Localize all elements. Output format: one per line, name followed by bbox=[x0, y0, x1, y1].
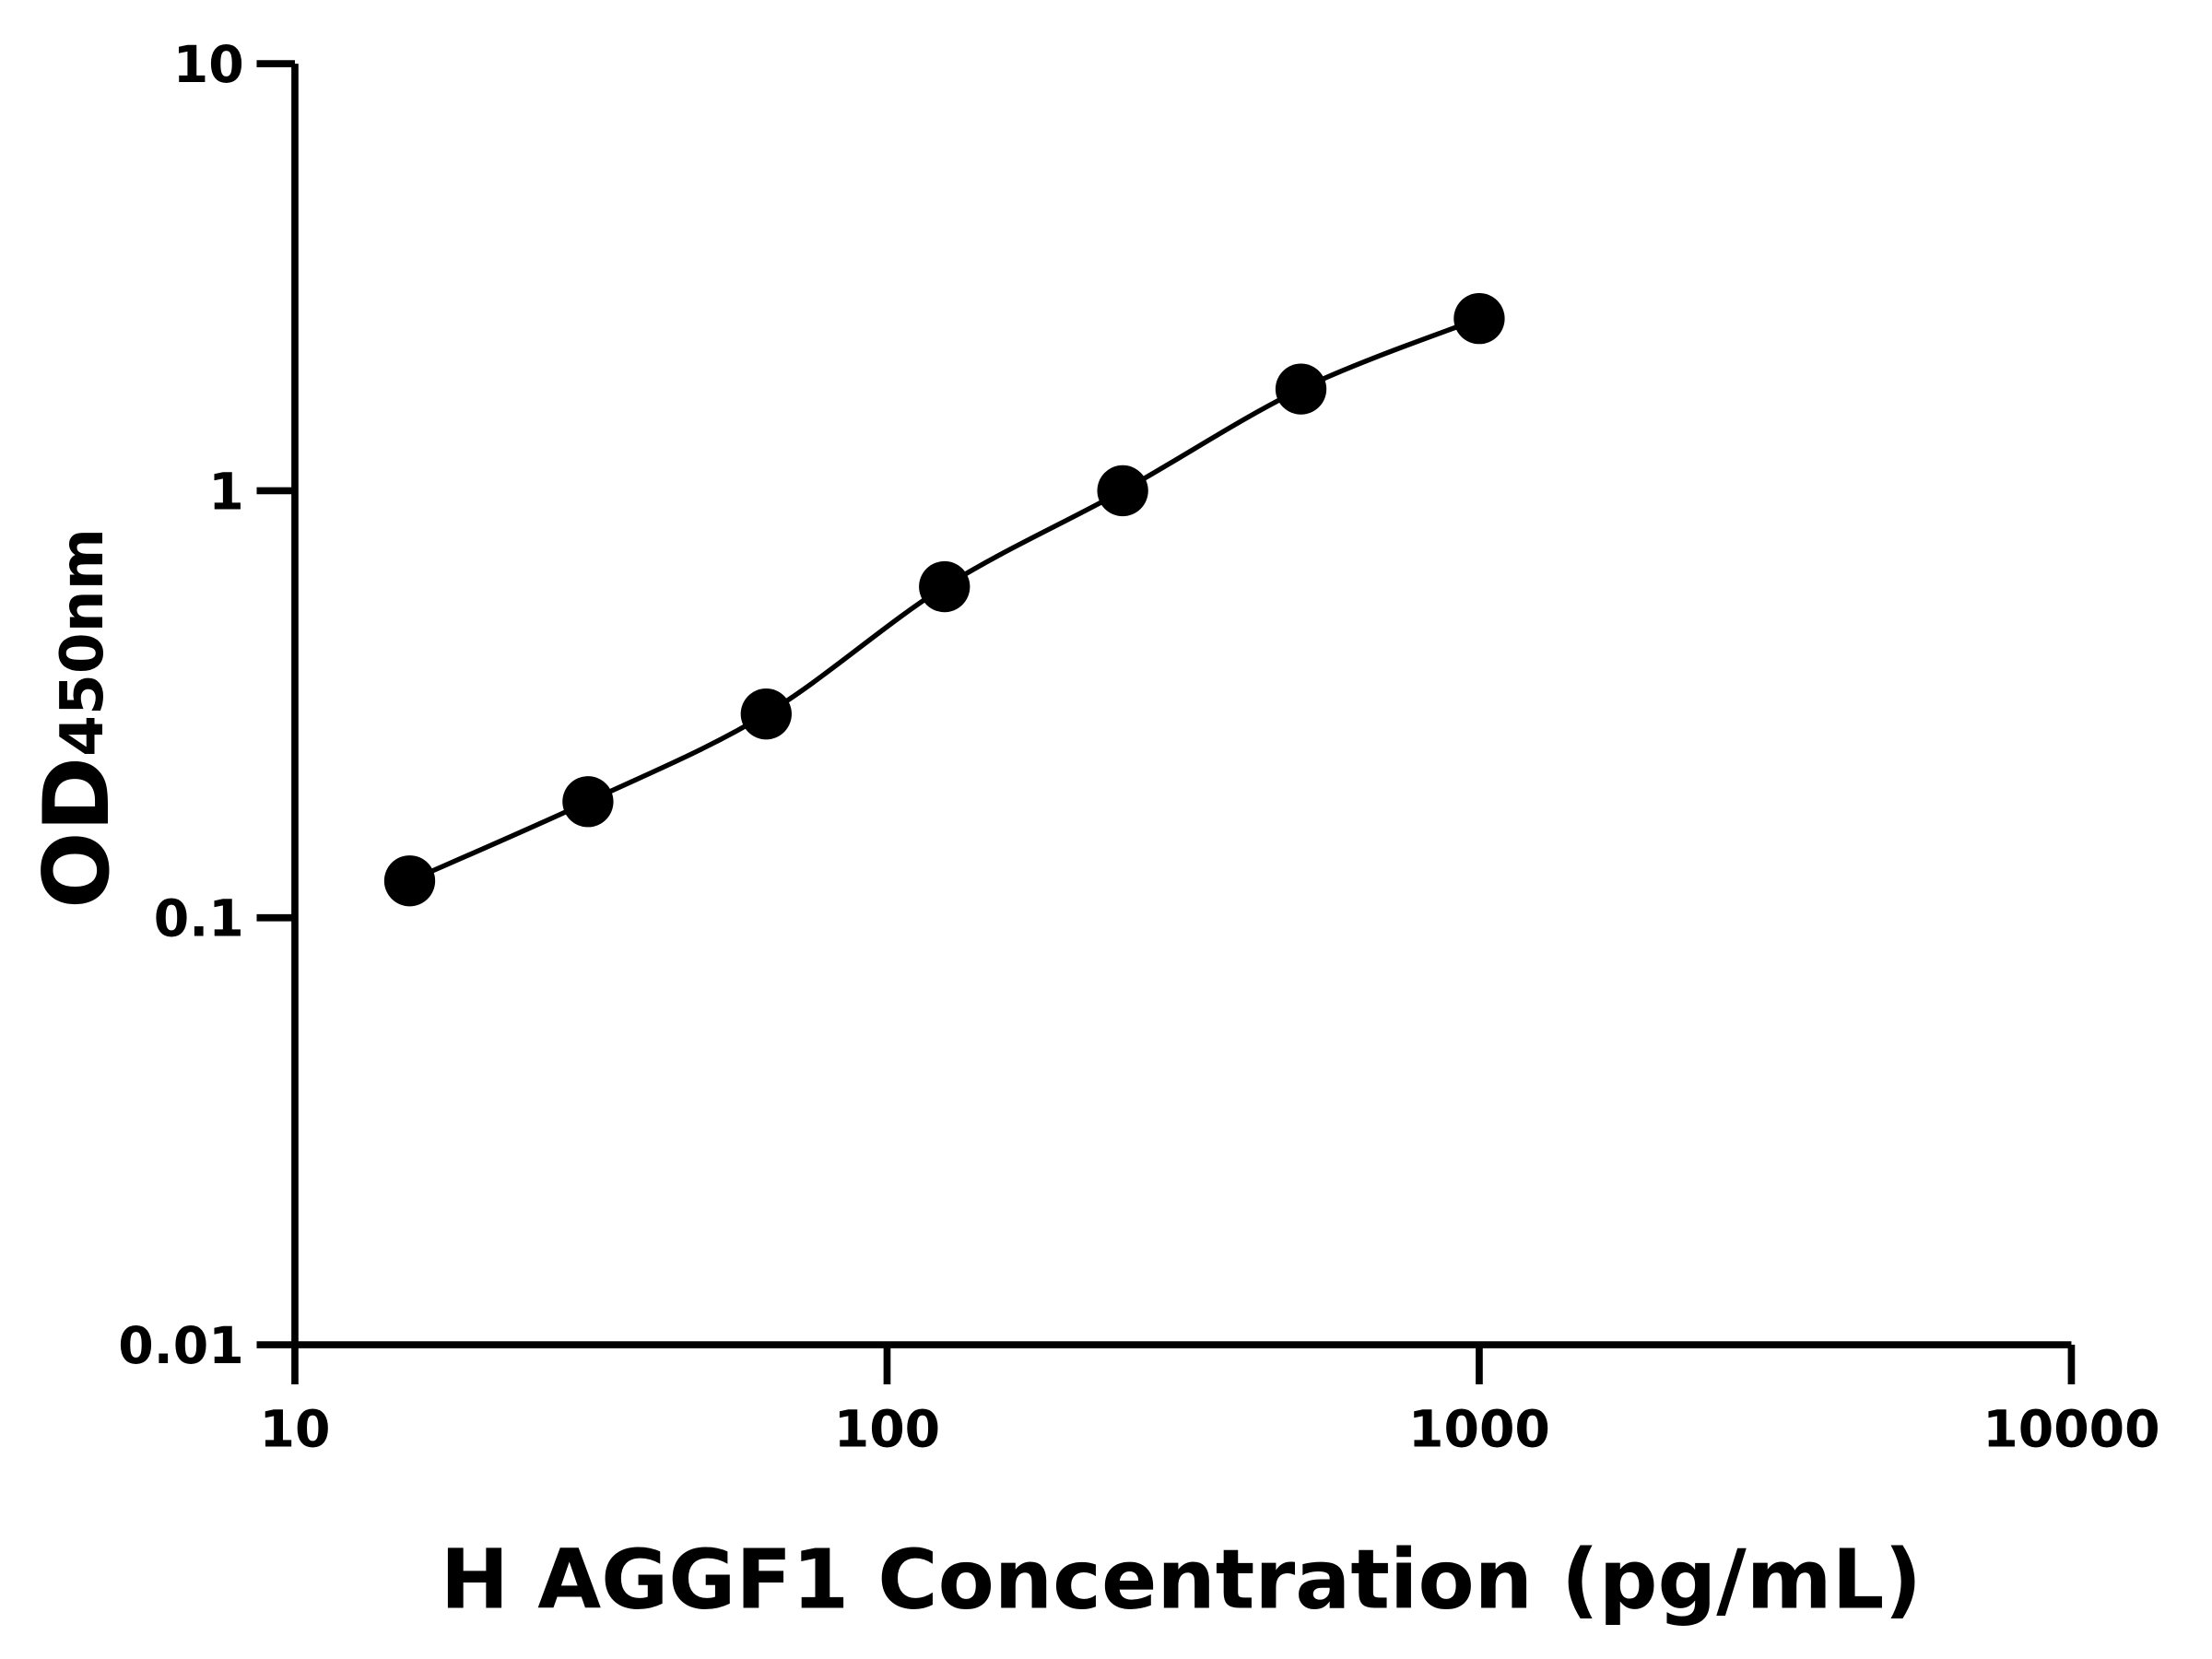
y-axis-label: OD450nm bbox=[25, 528, 130, 909]
y-tick-label: 0.01 bbox=[118, 1317, 243, 1376]
y-axis-label-main: OD bbox=[25, 757, 130, 909]
data-point bbox=[919, 560, 971, 613]
data-point bbox=[1453, 293, 1505, 345]
x-axis-label: H AGGF1 Concentration (pg/mL) bbox=[441, 1533, 1922, 1629]
data-point bbox=[740, 688, 792, 740]
y-tick-label: 10 bbox=[173, 36, 244, 95]
x-tick-label: 10 bbox=[259, 1401, 330, 1460]
data-point bbox=[1097, 465, 1148, 517]
data-point bbox=[383, 855, 436, 907]
x-tick-label: 100 bbox=[834, 1401, 940, 1460]
y-tick-label: 0.1 bbox=[154, 890, 244, 949]
y-axis-label-group: OD450nm bbox=[25, 528, 130, 909]
data-point bbox=[1275, 363, 1327, 415]
x-tick-label: 1000 bbox=[1408, 1401, 1550, 1460]
x-tick-label: 10000 bbox=[1983, 1401, 2159, 1460]
data-point bbox=[562, 776, 614, 828]
y-axis-label-subscript: 450nm bbox=[48, 528, 117, 757]
y-tick-label: 1 bbox=[208, 463, 243, 522]
